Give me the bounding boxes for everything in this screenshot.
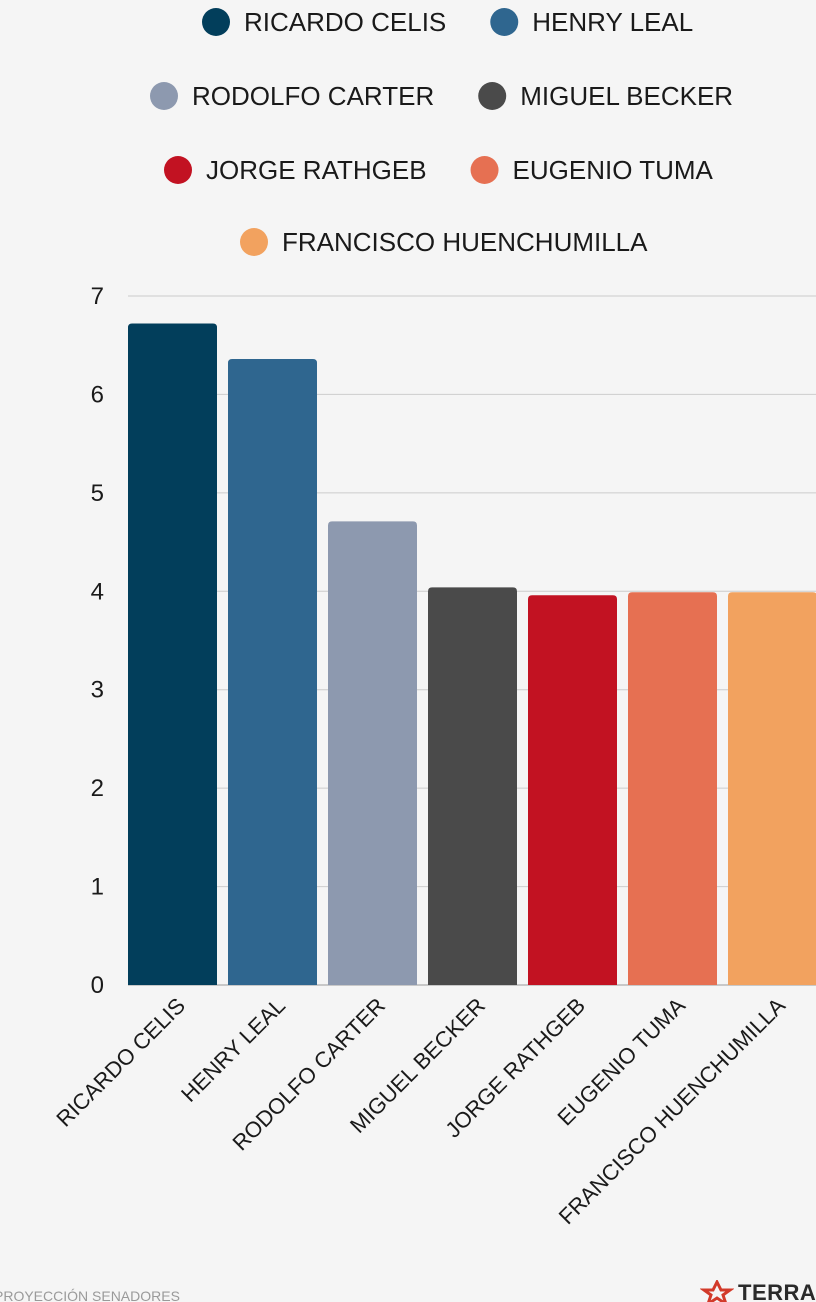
legend-item: MIGUEL BECKER xyxy=(478,81,733,111)
y-tick-label: 6 xyxy=(91,381,104,408)
terra-logo-icon xyxy=(700,1280,734,1302)
legend-item: HENRY LEAL xyxy=(490,7,693,37)
legend-label: RODOLFO CARTER xyxy=(192,81,434,111)
bar xyxy=(328,521,417,985)
legend-label: JORGE RATHGEB xyxy=(206,155,427,185)
y-axis: 0 1 2 3 4 5 6 7 xyxy=(91,283,104,999)
bar xyxy=(728,592,816,985)
legend-swatch xyxy=(240,228,268,256)
legend-item: RODOLFO CARTER xyxy=(150,81,434,111)
legend-swatch xyxy=(490,8,519,36)
legend-label: FRANCISCO HUENCHUMILLA xyxy=(282,227,648,257)
footer-caption: PROYECCIÓN SENADORES xyxy=(0,1288,180,1302)
legend-item: EUGENIO TUMA xyxy=(470,155,714,185)
legend-swatch xyxy=(164,156,192,184)
y-tick-label: 1 xyxy=(91,874,104,901)
legend-item: FRANCISCO HUENCHUMILLA xyxy=(240,227,648,257)
logo-text: TERRA xyxy=(738,1280,816,1302)
legend: RICARDO CELIS HENRY LEAL RODOLFO CARTER MIG… xyxy=(150,7,733,257)
terra-logo: TERRA xyxy=(700,1280,816,1302)
bar xyxy=(428,587,517,985)
y-tick-label: 7 xyxy=(91,283,104,310)
legend-swatch xyxy=(150,82,178,110)
legend-label: HENRY LEAL xyxy=(532,7,693,37)
y-tick-label: 3 xyxy=(91,677,104,704)
legend-swatch xyxy=(470,156,499,184)
y-tick-label: 0 xyxy=(91,972,104,999)
bars xyxy=(128,323,816,986)
legend-label: EUGENIO TUMA xyxy=(513,155,714,185)
bar xyxy=(228,358,317,986)
bar xyxy=(528,595,617,985)
y-tick-label: 2 xyxy=(91,775,104,802)
legend-swatch xyxy=(478,82,507,110)
bar xyxy=(628,592,717,985)
bar xyxy=(128,323,217,985)
legend-item: RICARDO CELIS xyxy=(202,7,446,37)
x-tick-label: HENRY LEAL xyxy=(176,993,290,1107)
legend-item: JORGE RATHGEB xyxy=(164,155,427,185)
y-tick-label: 5 xyxy=(91,480,104,507)
y-tick-label: 4 xyxy=(91,578,104,605)
x-tick-label: RICARDO CELIS xyxy=(51,993,190,1132)
legend-label: RICARDO CELIS xyxy=(244,7,446,37)
legend-label: MIGUEL BECKER xyxy=(520,81,733,111)
legend-swatch xyxy=(202,8,230,36)
